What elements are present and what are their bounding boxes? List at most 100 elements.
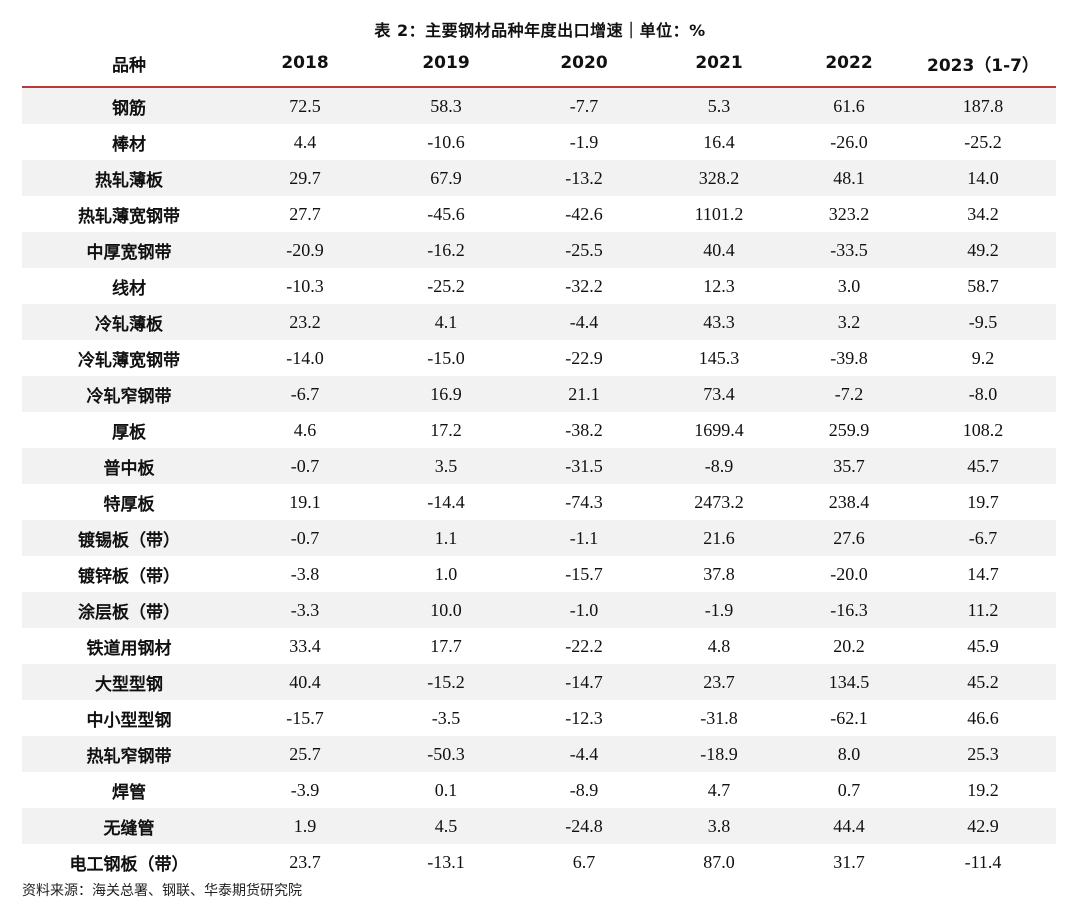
header-2022: 2022 xyxy=(788,40,910,88)
value-2020: -24.8 xyxy=(518,808,650,844)
value-2021: -1.9 xyxy=(650,592,788,628)
header-2019: 2019 xyxy=(374,40,518,88)
table-row: 中厚宽钢带 -20.9 -16.2 -25.5 40.4 -33.5 49.2 xyxy=(22,232,1056,268)
source-note: 资料来源：海关总署、钢联、华泰期货研究院 xyxy=(22,883,302,899)
value-2018: 27.7 xyxy=(236,196,374,232)
table-row: 棒材 4.4 -10.6 -1.9 16.4 -26.0 -25.2 xyxy=(22,124,1056,160)
product-name: 电工钢板（带） xyxy=(22,844,236,880)
table-row: 镀锌板（带） -3.8 1.0 -15.7 37.8 -20.0 14.7 xyxy=(22,556,1056,592)
value-2020: -1.0 xyxy=(518,592,650,628)
value-2021: 4.8 xyxy=(650,628,788,664)
product-name: 冷轧薄板 xyxy=(22,304,236,340)
table-row: 冷轧薄宽钢带 -14.0 -15.0 -22.9 145.3 -39.8 9.2 xyxy=(22,340,1056,376)
value-2020: -74.3 xyxy=(518,484,650,520)
product-name: 线材 xyxy=(22,268,236,304)
table-row: 线材 -10.3 -25.2 -32.2 12.3 3.0 58.7 xyxy=(22,268,1056,304)
value-2022: 238.4 xyxy=(788,484,910,520)
value-2019: -3.5 xyxy=(374,700,518,736)
value-2023: 108.2 xyxy=(910,412,1056,448)
value-2023: 45.9 xyxy=(910,628,1056,664)
value-2019: 10.0 xyxy=(374,592,518,628)
value-2022: 48.1 xyxy=(788,160,910,196)
product-name: 热轧窄钢带 xyxy=(22,736,236,772)
table-row: 大型型钢 40.4 -15.2 -14.7 23.7 134.5 45.2 xyxy=(22,664,1056,700)
product-name: 镀锌板（带） xyxy=(22,556,236,592)
table-row: 无缝管 1.9 4.5 -24.8 3.8 44.4 42.9 xyxy=(22,808,1056,844)
product-name: 无缝管 xyxy=(22,808,236,844)
value-2018: -14.0 xyxy=(236,340,374,376)
table-row: 热轧薄宽钢带 27.7 -45.6 -42.6 1101.2 323.2 34.2 xyxy=(22,196,1056,232)
table-row: 普中板 -0.7 3.5 -31.5 -8.9 35.7 45.7 xyxy=(22,448,1056,484)
value-2019: 58.3 xyxy=(374,87,518,124)
value-2021: 2473.2 xyxy=(650,484,788,520)
value-2022: 3.0 xyxy=(788,268,910,304)
value-2021: 3.8 xyxy=(650,808,788,844)
product-name: 镀锡板（带） xyxy=(22,520,236,556)
value-2021: 12.3 xyxy=(650,268,788,304)
value-2019: -14.4 xyxy=(374,484,518,520)
product-name: 热轧薄宽钢带 xyxy=(22,196,236,232)
table-row: 钢筋 72.5 58.3 -7.7 5.3 61.6 187.8 xyxy=(22,87,1056,124)
table-row: 电工钢板（带） 23.7 -13.1 6.7 87.0 31.7 -11.4 xyxy=(22,844,1056,880)
value-2019: -25.2 xyxy=(374,268,518,304)
value-2020: -42.6 xyxy=(518,196,650,232)
value-2018: 4.6 xyxy=(236,412,374,448)
table-row: 厚板 4.6 17.2 -38.2 1699.4 259.9 108.2 xyxy=(22,412,1056,448)
value-2022: 31.7 xyxy=(788,844,910,880)
product-name: 棒材 xyxy=(22,124,236,160)
value-2023: 187.8 xyxy=(910,87,1056,124)
value-2022: -16.3 xyxy=(788,592,910,628)
value-2019: 4.5 xyxy=(374,808,518,844)
value-2023: 58.7 xyxy=(910,268,1056,304)
table-row: 特厚板 19.1 -14.4 -74.3 2473.2 238.4 19.7 xyxy=(22,484,1056,520)
value-2018: -20.9 xyxy=(236,232,374,268)
table-body: 钢筋 72.5 58.3 -7.7 5.3 61.6 187.8 棒材 4.4 -10.6 -1.9… xyxy=(22,87,1056,880)
value-2020: -13.2 xyxy=(518,160,650,196)
value-2020: -38.2 xyxy=(518,412,650,448)
table-caption: 表 2：主要钢材品种年度出口增速｜单位：% xyxy=(374,21,706,40)
value-2020: -4.4 xyxy=(518,304,650,340)
value-2022: 35.7 xyxy=(788,448,910,484)
value-2018: 29.7 xyxy=(236,160,374,196)
product-name: 钢筋 xyxy=(22,87,236,124)
value-2022: 44.4 xyxy=(788,808,910,844)
value-2023: -8.0 xyxy=(910,376,1056,412)
value-2020: -22.9 xyxy=(518,340,650,376)
value-2022: 323.2 xyxy=(788,196,910,232)
value-2023: 49.2 xyxy=(910,232,1056,268)
value-2018: 25.7 xyxy=(236,736,374,772)
value-2022: 8.0 xyxy=(788,736,910,772)
value-2019: -15.0 xyxy=(374,340,518,376)
value-2022: -62.1 xyxy=(788,700,910,736)
product-name: 铁道用钢材 xyxy=(22,628,236,664)
value-2018: 23.7 xyxy=(236,844,374,880)
value-2023: 34.2 xyxy=(910,196,1056,232)
value-2019: 16.9 xyxy=(374,376,518,412)
header-2018: 2018 xyxy=(236,40,374,88)
value-2020: -14.7 xyxy=(518,664,650,700)
value-2023: 25.3 xyxy=(910,736,1056,772)
value-2021: 5.3 xyxy=(650,87,788,124)
value-2020: -1.1 xyxy=(518,520,650,556)
value-2020: -22.2 xyxy=(518,628,650,664)
value-2021: 40.4 xyxy=(650,232,788,268)
header-row: 品种 2018 2019 2020 2021 2022 2023（1-7） xyxy=(22,40,1056,88)
product-name: 焊管 xyxy=(22,772,236,808)
header-2020: 2020 xyxy=(518,40,650,88)
value-2019: 67.9 xyxy=(374,160,518,196)
value-2021: -8.9 xyxy=(650,448,788,484)
value-2020: -1.9 xyxy=(518,124,650,160)
value-2019: 17.7 xyxy=(374,628,518,664)
value-2019: 3.5 xyxy=(374,448,518,484)
table-row: 铁道用钢材 33.4 17.7 -22.2 4.8 20.2 45.9 xyxy=(22,628,1056,664)
value-2020: -31.5 xyxy=(518,448,650,484)
product-name: 冷轧薄宽钢带 xyxy=(22,340,236,376)
value-2021: 21.6 xyxy=(650,520,788,556)
value-2022: 134.5 xyxy=(788,664,910,700)
value-2018: 19.1 xyxy=(236,484,374,520)
value-2019: 1.0 xyxy=(374,556,518,592)
value-2019: -16.2 xyxy=(374,232,518,268)
value-2018: 1.9 xyxy=(236,808,374,844)
value-2021: 73.4 xyxy=(650,376,788,412)
value-2023: 14.7 xyxy=(910,556,1056,592)
